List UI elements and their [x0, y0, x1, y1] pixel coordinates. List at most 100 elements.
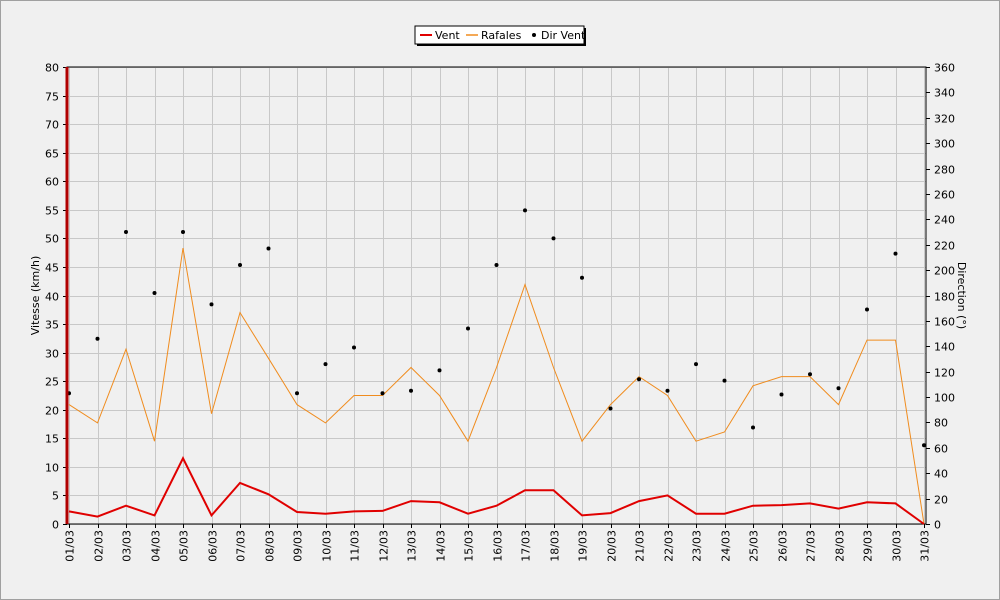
dir-vent-point — [409, 388, 413, 393]
dir-vent-point — [551, 236, 556, 241]
dir-vent-point — [608, 406, 613, 411]
legend: Vent Rafales Dir Vent — [414, 25, 586, 46]
dir-vent-point — [238, 263, 242, 267]
right-tick-label: 180 — [934, 291, 955, 304]
left-tick-label: 45 — [45, 262, 59, 275]
x-tick-label: 13/03 — [406, 530, 419, 562]
left-tick-label: 15 — [45, 433, 59, 446]
dir-vent-point — [95, 336, 100, 341]
left-tick-label: 70 — [45, 119, 59, 132]
x-tick-label: 02/03 — [93, 530, 106, 562]
left-tick-label: 60 — [45, 176, 59, 189]
plot-area — [66, 66, 927, 525]
right-tick-label: 120 — [934, 367, 955, 380]
dir-vent-point — [124, 230, 128, 234]
x-tick-label: 24/03 — [720, 530, 733, 562]
right-tick-label: 220 — [934, 240, 955, 253]
x-tick-label: 18/03 — [549, 530, 562, 562]
x-tick-label: 21/03 — [634, 530, 647, 562]
x-tick-label: 14/03 — [435, 530, 448, 562]
series-line-rafales — [68, 248, 925, 525]
right-tick-label: 40 — [934, 468, 948, 481]
x-tick-label: 01/03 — [64, 530, 77, 562]
legend-label-rafales: Rafales — [481, 29, 522, 42]
x-tick-label: 03/03 — [121, 530, 134, 562]
x-tick-label: 12/03 — [378, 530, 391, 562]
right-tick-label: 340 — [934, 87, 955, 100]
dir-vent-point — [437, 368, 442, 373]
x-tick-label: 26/03 — [777, 530, 790, 562]
left-tick-label: 40 — [45, 291, 59, 304]
right-axis-label: Direction (°) — [955, 262, 968, 329]
dir-vent-point — [865, 307, 869, 312]
dir-vent-point — [295, 391, 299, 396]
right-axis: Direction (°) 0 20 40 60 80 100 120 140 160 180 20… — [926, 62, 968, 532]
x-tick-label: 22/03 — [663, 530, 676, 562]
x-tick-label: 07/03 — [235, 530, 248, 562]
left-tick-label: 65 — [45, 148, 59, 161]
right-tick-label: 80 — [934, 417, 948, 430]
x-tick-label: 30/03 — [891, 530, 904, 562]
x-tick-label: 09/03 — [292, 530, 305, 562]
right-tick-label: 360 — [934, 62, 955, 75]
right-tick-label: 60 — [934, 443, 948, 456]
left-tick-label: 30 — [45, 348, 59, 361]
x-tick-label: 08/03 — [264, 530, 277, 562]
x-tick-label: 19/03 — [577, 530, 590, 562]
legend-swatch-dir-vent — [532, 33, 536, 37]
dir-vent-point — [637, 377, 641, 382]
x-tick-label: 23/03 — [691, 530, 704, 562]
x-tick-label: 28/03 — [834, 530, 847, 562]
dir-vent-point — [922, 443, 926, 448]
right-tick-label: 20 — [934, 494, 948, 507]
left-tick-label: 25 — [45, 376, 59, 389]
dir-vent-point — [352, 345, 356, 350]
x-tick-label: 16/03 — [492, 530, 505, 562]
dir-vent-point — [751, 425, 755, 430]
right-tick-label: 140 — [934, 341, 955, 354]
left-tick-label: 50 — [45, 233, 59, 246]
dir-vent-point — [181, 230, 185, 234]
x-tick-label: 20/03 — [606, 530, 619, 562]
x-tick-label: 17/03 — [520, 530, 533, 562]
left-tick-label: 0 — [52, 519, 59, 532]
dir-vent-point — [722, 378, 727, 383]
right-tick-label: 0 — [934, 519, 941, 532]
dir-vent-point — [380, 391, 385, 396]
dir-vent-point — [836, 386, 841, 391]
left-axis-label: Vitesse (km/h) — [29, 256, 42, 336]
right-tick-label: 260 — [934, 189, 955, 202]
right-tick-label: 160 — [934, 316, 955, 329]
left-tick-label: 55 — [45, 205, 59, 218]
legend-box — [414, 25, 585, 45]
x-tick-label: 05/03 — [178, 530, 191, 562]
left-tick-label: 75 — [45, 91, 59, 104]
x-tick-label: 29/03 — [862, 530, 875, 562]
dir-vent-point — [779, 392, 784, 397]
dir-vent-point — [266, 246, 271, 251]
dir-vent-point — [152, 291, 157, 295]
x-tick-label: 11/03 — [349, 530, 362, 562]
left-tick-label: 10 — [45, 462, 59, 475]
left-axis: Vitesse (km/h) 0 5 10 15 20 25 30 35 40 45 50 55 60 6… — [29, 62, 67, 532]
x-tick-label: 27/03 — [805, 530, 818, 562]
series-layer — [65, 67, 926, 525]
legend-label-dir-vent: Dir Vent — [541, 29, 586, 42]
right-tick-label: 300 — [934, 138, 955, 151]
right-tick-label: 200 — [934, 265, 955, 278]
dir-vent-point — [466, 326, 470, 331]
x-axis: 01/03 02/03 03/03 04/03 05/03 06/03 07/03 08/03… — [64, 524, 932, 562]
dir-vent-point — [323, 362, 328, 367]
dir-vent-point — [808, 372, 812, 377]
x-tick-label: 10/03 — [321, 530, 334, 562]
x-tick-label: 25/03 — [748, 530, 761, 562]
series-line-vent — [68, 456, 925, 525]
dir-vent-point — [893, 251, 898, 256]
legend-label-vent: Vent — [435, 29, 460, 42]
left-tick-label: 20 — [45, 405, 59, 418]
dir-vent-point — [665, 388, 670, 393]
dir-vent-point — [494, 263, 499, 267]
x-tick-label: 06/03 — [207, 530, 220, 562]
left-tick-label: 5 — [52, 490, 59, 503]
right-tick-label: 320 — [934, 113, 955, 126]
